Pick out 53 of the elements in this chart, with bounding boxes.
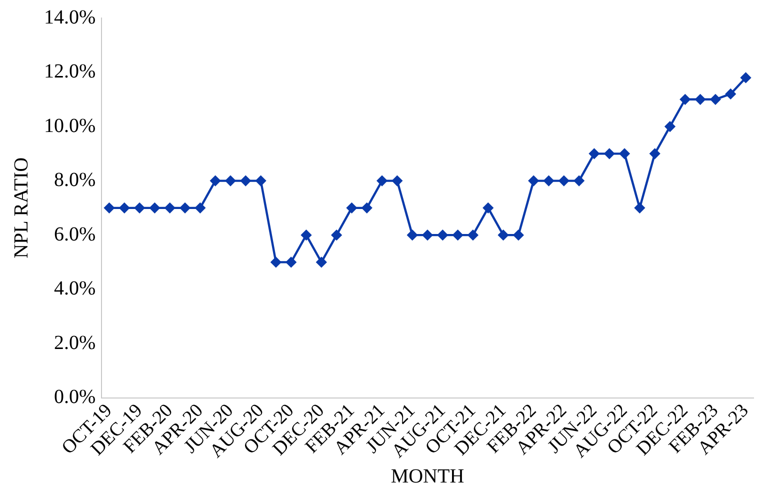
point bbox=[195, 202, 206, 214]
point bbox=[634, 202, 645, 214]
point bbox=[664, 121, 676, 132]
point bbox=[544, 176, 554, 186]
point bbox=[150, 202, 160, 214]
y-tick-label: 0.0% bbox=[54, 386, 96, 408]
y-tick-label: 4.0% bbox=[54, 278, 96, 300]
point bbox=[376, 176, 388, 186]
point bbox=[483, 202, 494, 214]
point bbox=[680, 94, 690, 104]
point bbox=[468, 230, 478, 240]
point bbox=[210, 176, 220, 186]
y-tick-label: 8.0% bbox=[54, 169, 96, 192]
point bbox=[574, 176, 584, 186]
point bbox=[316, 257, 327, 268]
point bbox=[513, 230, 524, 240]
point bbox=[134, 202, 145, 214]
point bbox=[726, 88, 736, 100]
point bbox=[104, 202, 114, 214]
point bbox=[346, 202, 357, 214]
point bbox=[619, 148, 630, 159]
point bbox=[407, 230, 418, 240]
point bbox=[740, 72, 751, 83]
y-tick-label: 14.0% bbox=[44, 6, 96, 28]
y-tick-label: 6.0% bbox=[54, 223, 96, 246]
point bbox=[695, 94, 706, 104]
point bbox=[558, 176, 569, 186]
point bbox=[240, 176, 251, 186]
point bbox=[604, 148, 614, 159]
point bbox=[422, 230, 433, 240]
point bbox=[362, 202, 372, 214]
y-tick-label: 10.0% bbox=[44, 114, 96, 137]
point bbox=[650, 148, 660, 159]
point bbox=[528, 176, 539, 186]
point bbox=[438, 230, 448, 240]
point bbox=[164, 202, 175, 214]
point bbox=[270, 257, 282, 268]
point bbox=[589, 148, 600, 159]
point bbox=[452, 230, 463, 240]
x-axis-title: MONTH bbox=[390, 465, 464, 488]
y-tick-label: 2.0% bbox=[54, 332, 96, 354]
point bbox=[180, 202, 190, 214]
point bbox=[119, 202, 130, 214]
point bbox=[331, 230, 342, 240]
point bbox=[225, 176, 236, 186]
point bbox=[498, 230, 508, 240]
y-tick-label: 12.0% bbox=[44, 60, 96, 83]
point bbox=[301, 230, 312, 240]
point bbox=[710, 94, 721, 104]
point bbox=[392, 176, 402, 186]
point bbox=[256, 176, 266, 186]
point bbox=[286, 257, 296, 268]
y-axis-title: NPL RATIO bbox=[10, 157, 32, 258]
